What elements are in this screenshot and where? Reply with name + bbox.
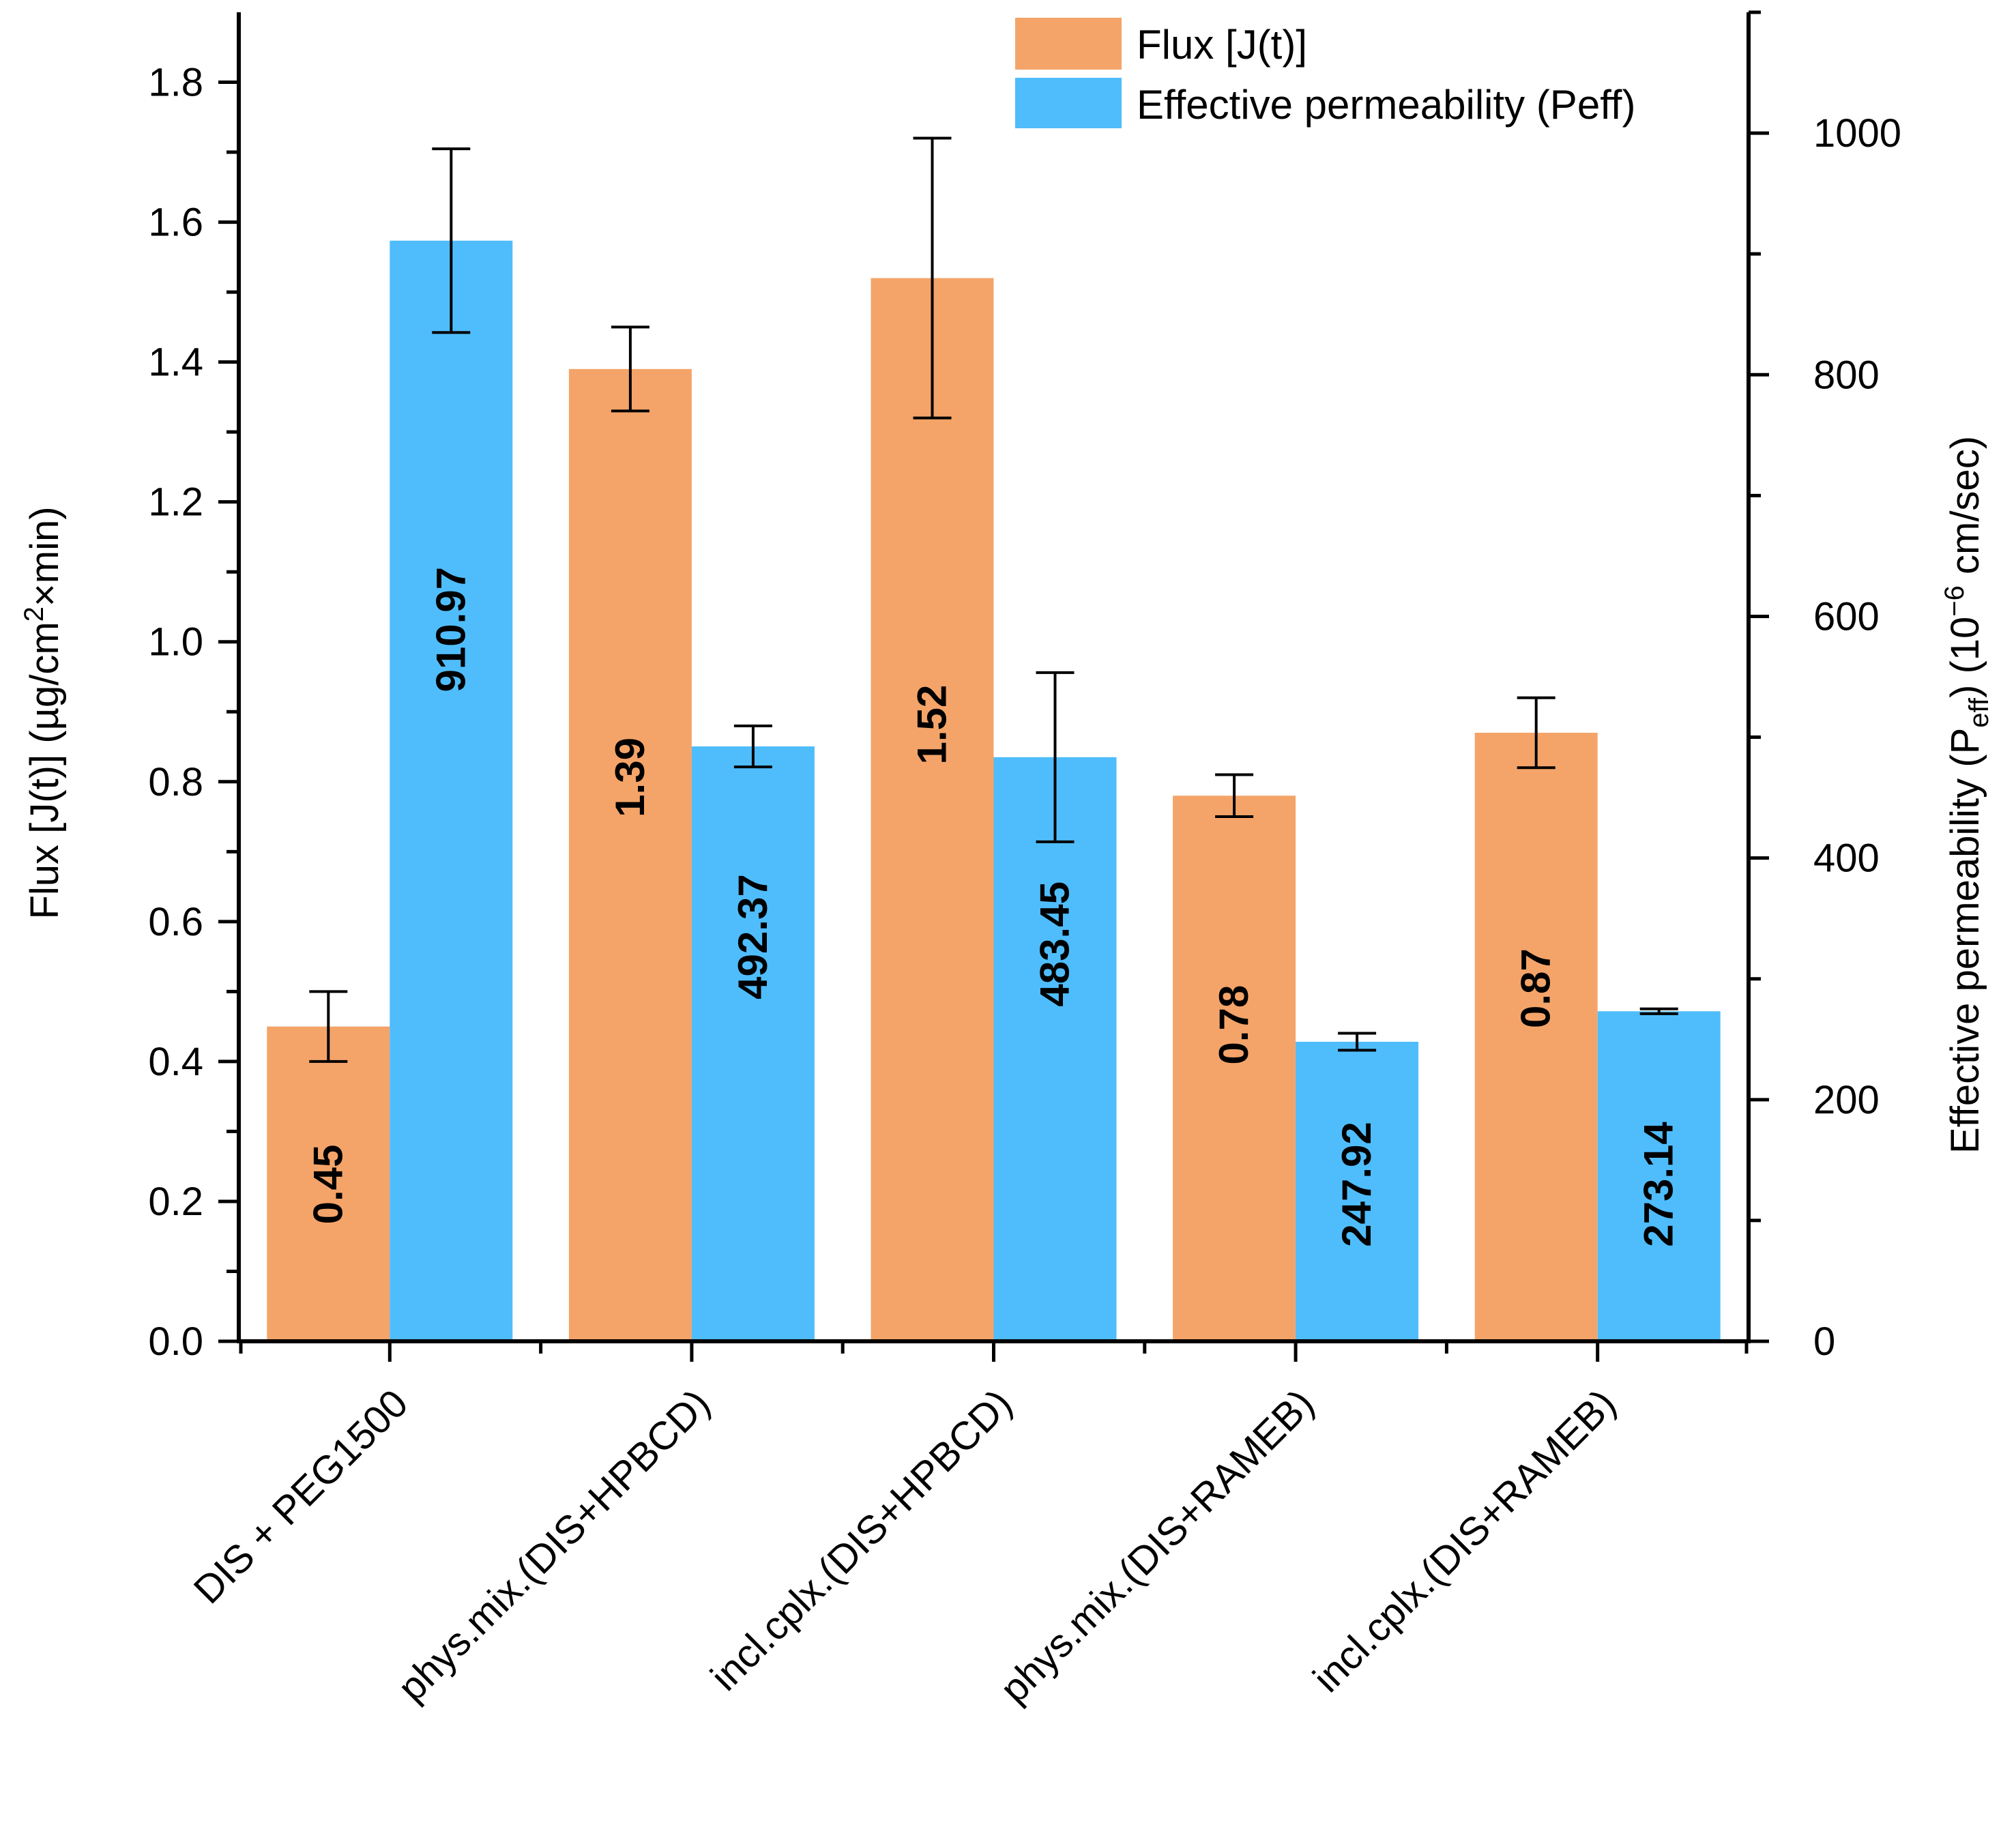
flux-value-label-4: 0.87: [1513, 948, 1559, 1028]
peff-value-label-2: 483.45: [1032, 881, 1078, 1007]
right-ticks-layer: 0 200 400 600 800 1000: [1749, 10, 1901, 1364]
legend-swatch-flux: [1015, 18, 1122, 70]
flux-errorbar-2: [913, 136, 952, 420]
flux-errorbar-4: [1517, 696, 1555, 770]
peff-value-label-0: 910.97: [428, 567, 473, 692]
category-label-1: phys.mix.(DIS+HPBCD): [390, 1381, 718, 1710]
flux-errorbar-1: [611, 325, 649, 413]
peff-value-label-3: 247.92: [1334, 1122, 1379, 1247]
peff-bar-4: [1597, 1011, 1721, 1341]
peff-bar-3: [1296, 1041, 1419, 1341]
flux-bar-4: [1474, 733, 1598, 1341]
category-label-0: DIS + PEG1500: [186, 1381, 417, 1612]
left-tick-label-2: 0.4: [148, 1040, 203, 1084]
right-axis-title: Effective permeability (Peff) (10−6 cm/s…: [1940, 436, 1994, 1154]
legend-label-flux: Flux [J(t)]: [1137, 22, 1307, 68]
peff-errorbar-0: [432, 147, 471, 334]
right-tick-label-2: 400: [1813, 836, 1880, 881]
flux-bar-1: [568, 368, 692, 1341]
flux-value-label-2: 1.52: [909, 685, 955, 765]
flux-value-label-0: 0.45: [305, 1145, 351, 1225]
peff-bar-1: [691, 746, 815, 1341]
peff-errorbar-3: [1338, 1032, 1377, 1052]
flux-bar-3: [1173, 795, 1296, 1341]
left-tick-label-9: 1.8: [148, 61, 203, 105]
peff-value-label-4: 273.14: [1636, 1122, 1682, 1247]
right-tick-label-5: 1000: [1813, 111, 1901, 156]
flux-errorbar-0: [309, 990, 348, 1063]
peff-bar-0: [390, 240, 513, 1342]
right-tick-label-4: 800: [1813, 353, 1880, 397]
flux-bar-0: [267, 1026, 390, 1341]
left-tick-label-4: 0.8: [148, 760, 203, 804]
category-label-2: incl.cplx.(DIS+HPBCD): [702, 1381, 1020, 1699]
flux-errorbar-3: [1215, 773, 1254, 819]
category-label-3: phys.mix.(DIS+RAMEB): [992, 1381, 1323, 1712]
left-tick-label-5: 1.0: [148, 620, 203, 665]
left-tick-label-8: 1.6: [148, 201, 203, 245]
left-tick-label-3: 0.6: [148, 900, 203, 944]
category-label-4: incl.cplx.(DIS+RAMEB): [1304, 1381, 1624, 1701]
peff-errorbar-4: [1639, 1007, 1678, 1015]
peff-errorbar-1: [733, 724, 772, 769]
peff-errorbar-2: [1036, 671, 1075, 843]
left-axis-title: Flux [J(t)] (µg/cm2×min): [19, 506, 67, 919]
left-tick-label-6: 1.2: [148, 480, 203, 525]
value-labels-layer: 0.45 1.39 1.52 0.78 0.87 910.97 492.37 483.45 24…: [305, 567, 1681, 1247]
left-tick-label-0: 0.0: [148, 1319, 203, 1364]
left-ticks-layer: 0.0 0.2 0.4 0.6 0.8 1.0 1.2 1.4 1.6 1.8: [148, 61, 239, 1364]
flux-value-label-1: 1.39: [607, 738, 653, 817]
legend: Flux [J(t)] Effective permeability (Peff…: [1015, 18, 1635, 128]
legend-swatch-peff: [1015, 78, 1122, 128]
left-tick-label-1: 0.2: [148, 1180, 203, 1224]
flux-bar-2: [871, 278, 994, 1342]
category-labels-layer: DIS + PEG1500phys.mix.(DIS+HPBCD)incl.cp…: [186, 1341, 1749, 1712]
right-tick-label-0: 0: [1813, 1319, 1835, 1364]
right-tick-label-1: 200: [1813, 1078, 1880, 1122]
legend-label-peff: Effective permeability (Peff): [1137, 82, 1635, 128]
error-bars-layer: [309, 136, 1678, 1063]
bars-layer: [267, 240, 1721, 1342]
peff-value-label-1: 492.37: [730, 874, 776, 999]
peff-bar-2: [993, 757, 1117, 1341]
left-tick-label-7: 1.4: [148, 340, 203, 385]
flux-value-label-3: 0.78: [1211, 985, 1257, 1065]
right-tick-label-3: 600: [1813, 594, 1880, 639]
